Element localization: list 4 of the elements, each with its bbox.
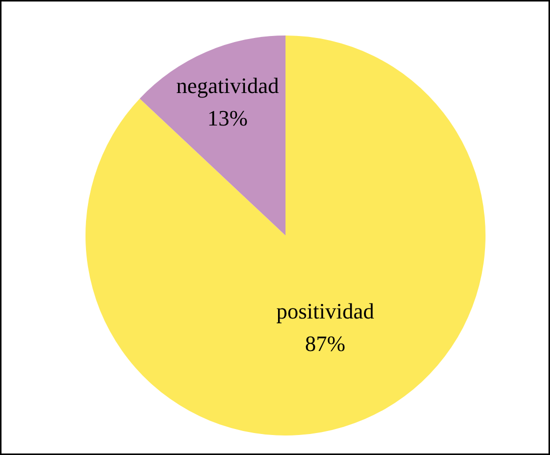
data-label: 87% (305, 331, 346, 356)
data-label: 13% (207, 105, 248, 130)
slice-label: negatividad (176, 72, 279, 98)
slice-label: positividad (276, 298, 374, 324)
